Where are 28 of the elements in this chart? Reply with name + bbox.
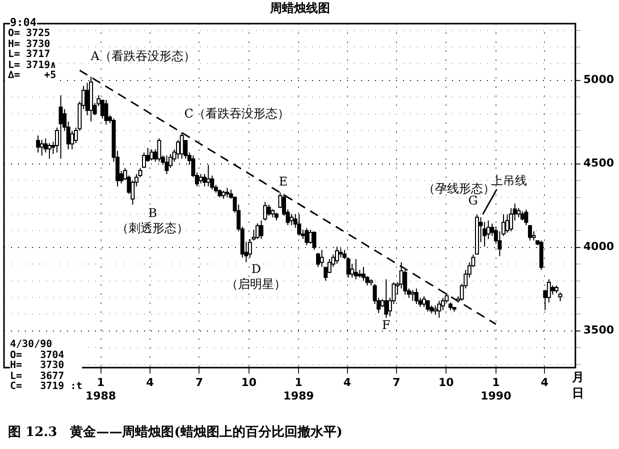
annotation: A（看跌吞没形态）	[90, 48, 196, 63]
annotation: B （刺透形态）	[116, 206, 189, 236]
x-tick-label: 1 1989	[283, 376, 314, 402]
x-tick-label: 10	[241, 376, 257, 390]
annotation: F	[382, 318, 390, 332]
x-tick-label: 10	[438, 376, 454, 390]
y-tick-label: 5000	[583, 73, 614, 86]
text: 月	[572, 370, 584, 384]
y-tick-label: 4500	[583, 156, 614, 170]
chart-title: 周蜡烛线图	[269, 0, 331, 17]
y-tick-label: 3500	[583, 324, 614, 337]
annotation: C（看跌吞没形态）	[184, 106, 290, 120]
annotation: 9:04	[10, 16, 36, 29]
annotation: E	[278, 174, 288, 189]
caption: 图 12.3 黄金——周蜡烛图(蜡烛图上的百分比回撤水平)	[8, 425, 342, 440]
x-tick-label: 4	[146, 376, 154, 390]
text: 日	[572, 386, 584, 400]
annotation: G	[468, 193, 478, 208]
annotation: 4/30/90 O= 3704 H= 3730 L= 3677 C= 3719 :t	[10, 339, 82, 392]
annotation: O= 3725 H= 3730 L= 3717 L= 3719∧ ∆= +5	[8, 28, 56, 82]
annotation: D （启明星）	[226, 262, 286, 291]
x-tick-label: 4	[540, 376, 549, 390]
x-tick-label: 1 1988	[85, 376, 116, 402]
y-tick-label: 4000	[583, 240, 614, 254]
x-tick-label: 1 1990	[480, 376, 512, 402]
x-tick-label: 4	[343, 376, 352, 390]
x-tick-label: 7	[392, 376, 400, 390]
x-tick-label: 7	[195, 376, 203, 390]
